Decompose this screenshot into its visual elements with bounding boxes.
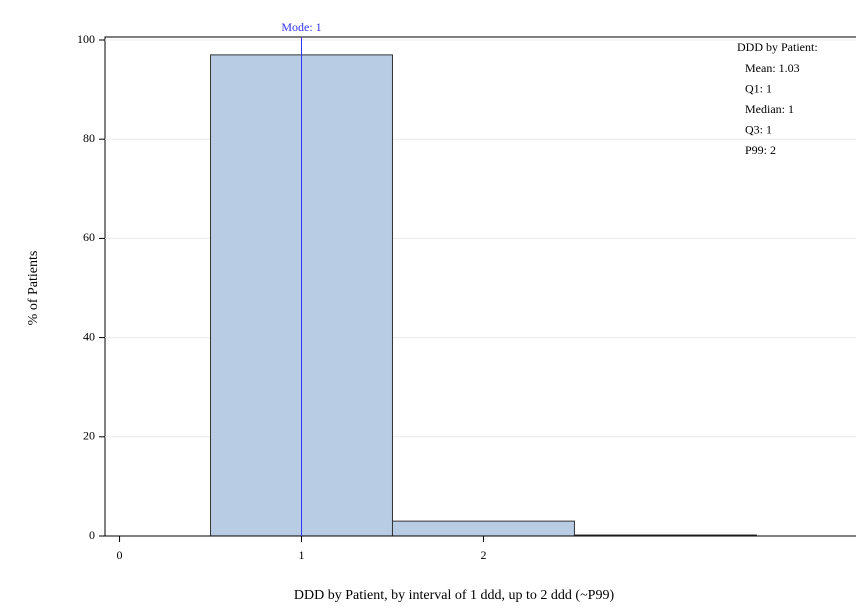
stats-line: Q3: 1 [745,122,772,136]
y-tick-label: 0 [89,528,95,542]
stats-line: P99: 2 [745,143,776,157]
y-axis-title: % of Patients [26,251,41,326]
y-tick-label: 100 [77,32,95,46]
y-tick-label: 60 [83,230,95,244]
bar [391,520,575,537]
stats-line: Q1: 1 [745,81,772,95]
y-tick-label: 40 [83,329,95,343]
stats-line: Median: 1 [745,102,794,116]
x-tick-label: 2 [480,548,486,562]
x-tick-label: 1 [299,548,305,562]
y-tick-label: 80 [83,131,95,145]
y-tick-label: 20 [83,429,95,443]
stats-title: DDD by Patient: [737,40,818,54]
stats-line: Mean: 1.03 [745,61,800,75]
x-tick-label: 0 [117,548,123,562]
mode-label: Mode: 1 [281,20,321,34]
x-axis-title: DDD by Patient, by interval of 1 ddd, up… [294,588,615,603]
